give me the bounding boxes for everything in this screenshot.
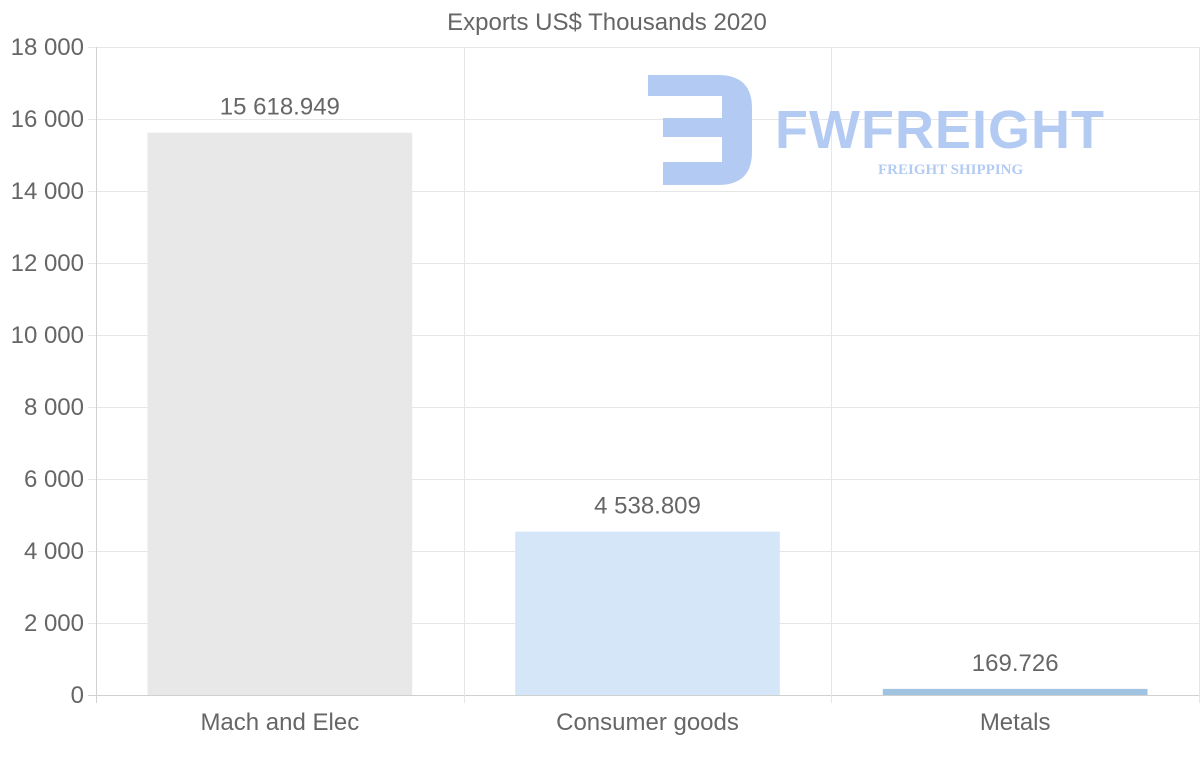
- bar: [147, 132, 413, 695]
- x-category-label: Mach and Elec: [200, 709, 359, 736]
- y-tick-label: 6 000: [24, 466, 84, 493]
- bar: [882, 688, 1148, 695]
- chart-title: Exports US$ Thousands 2020: [447, 9, 767, 36]
- watermark-logo: FWFREIGHT FREIGHT SHIPPING: [648, 75, 1105, 185]
- y-tick-label: 16 000: [11, 106, 84, 133]
- bar-value-label: 15 618.949: [220, 94, 340, 121]
- y-tick-label: 8 000: [24, 394, 84, 421]
- labels: 0 2 000 4 000 6 000 8 000 10 000 12 000 14 000 1…: [11, 34, 1059, 736]
- watermark-tagline: FREIGHT SHIPPING: [878, 162, 1023, 178]
- watermark-brand: FWFREIGHT: [775, 100, 1105, 160]
- fw-logo-mark-icon: [648, 75, 752, 185]
- y-tick-label: 12 000: [11, 250, 84, 277]
- y-tick-label: 0: [71, 682, 84, 709]
- y-tick-label: 4 000: [24, 538, 84, 565]
- bar-value-label: 169.726: [972, 650, 1059, 677]
- bar-value-label: 4 538.809: [594, 493, 701, 520]
- bars: [147, 132, 1148, 695]
- y-tick-label: 10 000: [11, 322, 84, 349]
- y-tick-label: 14 000: [11, 178, 84, 205]
- bar: [515, 531, 780, 695]
- y-tick-label: 18 000: [11, 34, 84, 61]
- x-category-label: Consumer goods: [556, 709, 739, 736]
- y-tick-label: 2 000: [24, 610, 84, 637]
- x-category-label: Metals: [980, 709, 1051, 736]
